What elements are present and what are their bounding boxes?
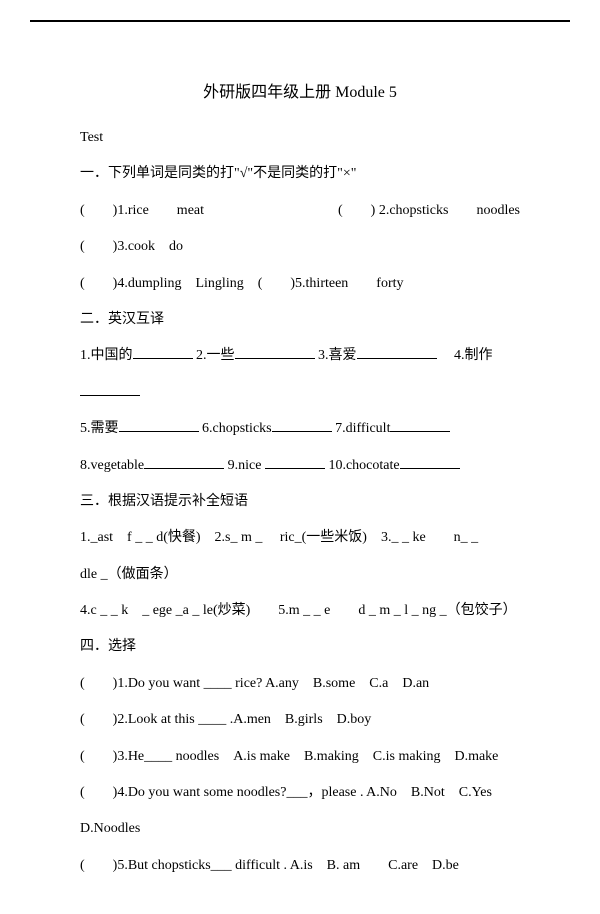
s2-q2b: 6.chopsticks — [202, 421, 272, 436]
blank — [400, 454, 460, 469]
section2-row1-cont — [80, 375, 520, 411]
s2-q3c: 10.chocotate — [328, 458, 399, 473]
blank — [80, 381, 140, 396]
section4-q1: ( )1.Do you want ____ rice? A.any B.some… — [80, 666, 520, 702]
section3-heading: 三．根据汉语提示补全短语 — [80, 484, 520, 520]
section4-q4: ( )4.Do you want some noodles?___，please… — [80, 775, 520, 811]
section1-q3: ( )3.cook do — [80, 229, 520, 265]
section4-q2: ( )2.Look at this ____ .A.men B.girls D.… — [80, 702, 520, 738]
blank — [357, 344, 437, 359]
blank — [390, 417, 450, 432]
section3-q1b: dle _（做面条） — [80, 557, 520, 593]
s2-q3a: 8.vegetable — [80, 458, 144, 473]
section4-q4b: D.Noodles — [80, 811, 520, 847]
section1-row1: ( )1.rice meat ( ) 2.chopsticks noodles — [80, 193, 520, 229]
worksheet-page: 外研版四年级上册 Module 5 Test 一．下列单词是同类的打"√"不是同… — [30, 20, 570, 914]
section1-q2: ( ) 2.chopsticks noodles — [338, 193, 520, 229]
section2-row2: 5.需要 6.chopsticks 7.difficult — [80, 411, 520, 447]
section1-q1: ( )1.rice meat — [80, 193, 204, 229]
s2-q3b: 9.nice — [228, 458, 262, 473]
blank — [272, 417, 332, 432]
s2-q1d: 4.制作 — [454, 348, 493, 363]
section4-q5: ( )5.But chopsticks___ difficult . A.is … — [80, 848, 520, 884]
section3-q1: 1._ast f _ _ d(快餐) 2.s_ m _ ric_(一些米饭) 3… — [80, 520, 520, 556]
section2-row1: 1.中国的 2.一些 3.喜爱 4.制作 — [80, 338, 520, 374]
section4-heading: 四．选择 — [80, 629, 520, 665]
section3-q2: 4.c _ _ k _ ege _a _ le(炒菜) 5.m _ _ e d … — [80, 593, 520, 629]
blank — [119, 417, 199, 432]
s2-q2a: 5.需要 — [80, 421, 119, 436]
s2-q2c: 7.difficult — [335, 421, 390, 436]
section2-row3: 8.vegetable 9.nice 10.chocotate — [80, 448, 520, 484]
page-title: 外研版四年级上册 Module 5 — [80, 78, 520, 102]
test-label: Test — [80, 120, 520, 156]
s2-q1b: 2.一些 — [196, 348, 235, 363]
section1-heading: 一．下列单词是同类的打"√"不是同类的打"×" — [80, 156, 520, 192]
blank — [265, 454, 325, 469]
blank — [235, 344, 315, 359]
s2-q1c: 3.喜爱 — [318, 348, 357, 363]
section4-q3: ( )3.He____ noodles A.is make B.making C… — [80, 739, 520, 775]
blank — [144, 454, 224, 469]
section1-q4: ( )4.dumpling Lingling ( )5.thirteen for… — [80, 266, 520, 302]
section2-heading: 二．英汉互译 — [80, 302, 520, 338]
blank — [133, 344, 193, 359]
s2-q1a: 1.中国的 — [80, 348, 133, 363]
